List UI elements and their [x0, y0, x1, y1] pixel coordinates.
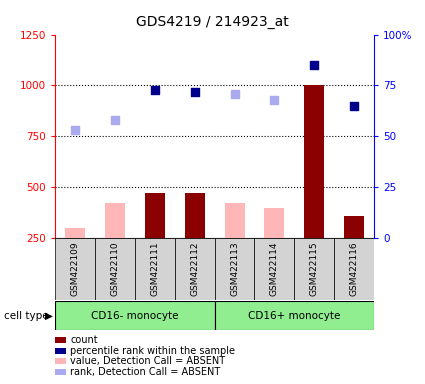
Bar: [344, 216, 364, 238]
Bar: [294, 238, 334, 300]
Bar: [145, 193, 165, 238]
Text: cell type: cell type: [4, 311, 49, 321]
Bar: [175, 238, 215, 300]
Point: [311, 62, 317, 68]
Bar: [255, 238, 294, 300]
Bar: [334, 238, 374, 300]
Bar: [105, 204, 125, 238]
Text: count: count: [70, 335, 98, 345]
Text: GSM422109: GSM422109: [71, 242, 79, 296]
Text: ▶: ▶: [45, 311, 53, 321]
Text: CD16- monocyte: CD16- monocyte: [91, 311, 178, 321]
Bar: [304, 86, 324, 238]
Text: GSM422116: GSM422116: [350, 242, 359, 296]
Bar: [215, 238, 255, 300]
Text: GSM422115: GSM422115: [310, 242, 319, 296]
Bar: [95, 238, 135, 300]
Text: GSM422111: GSM422111: [150, 242, 159, 296]
Text: GDS4219 / 214923_at: GDS4219 / 214923_at: [136, 15, 289, 29]
Point: [231, 91, 238, 97]
Text: GSM422114: GSM422114: [270, 242, 279, 296]
Bar: [215, 301, 374, 330]
Bar: [264, 207, 284, 238]
Point: [112, 117, 119, 123]
Bar: [135, 238, 175, 300]
Point: [191, 88, 198, 94]
Point: [351, 103, 357, 109]
Point: [151, 86, 158, 93]
Point: [271, 97, 278, 103]
Bar: [185, 193, 205, 238]
Bar: [224, 204, 244, 238]
Bar: [55, 238, 95, 300]
Text: GSM422113: GSM422113: [230, 242, 239, 296]
Bar: [65, 228, 85, 238]
Text: rank, Detection Call = ABSENT: rank, Detection Call = ABSENT: [70, 367, 221, 377]
Text: value, Detection Call = ABSENT: value, Detection Call = ABSENT: [70, 356, 225, 366]
Point: [72, 127, 79, 133]
Text: GSM422112: GSM422112: [190, 242, 199, 296]
Text: CD16+ monocyte: CD16+ monocyte: [248, 311, 340, 321]
Text: GSM422110: GSM422110: [110, 242, 119, 296]
Text: percentile rank within the sample: percentile rank within the sample: [70, 346, 235, 356]
Bar: [55, 301, 215, 330]
